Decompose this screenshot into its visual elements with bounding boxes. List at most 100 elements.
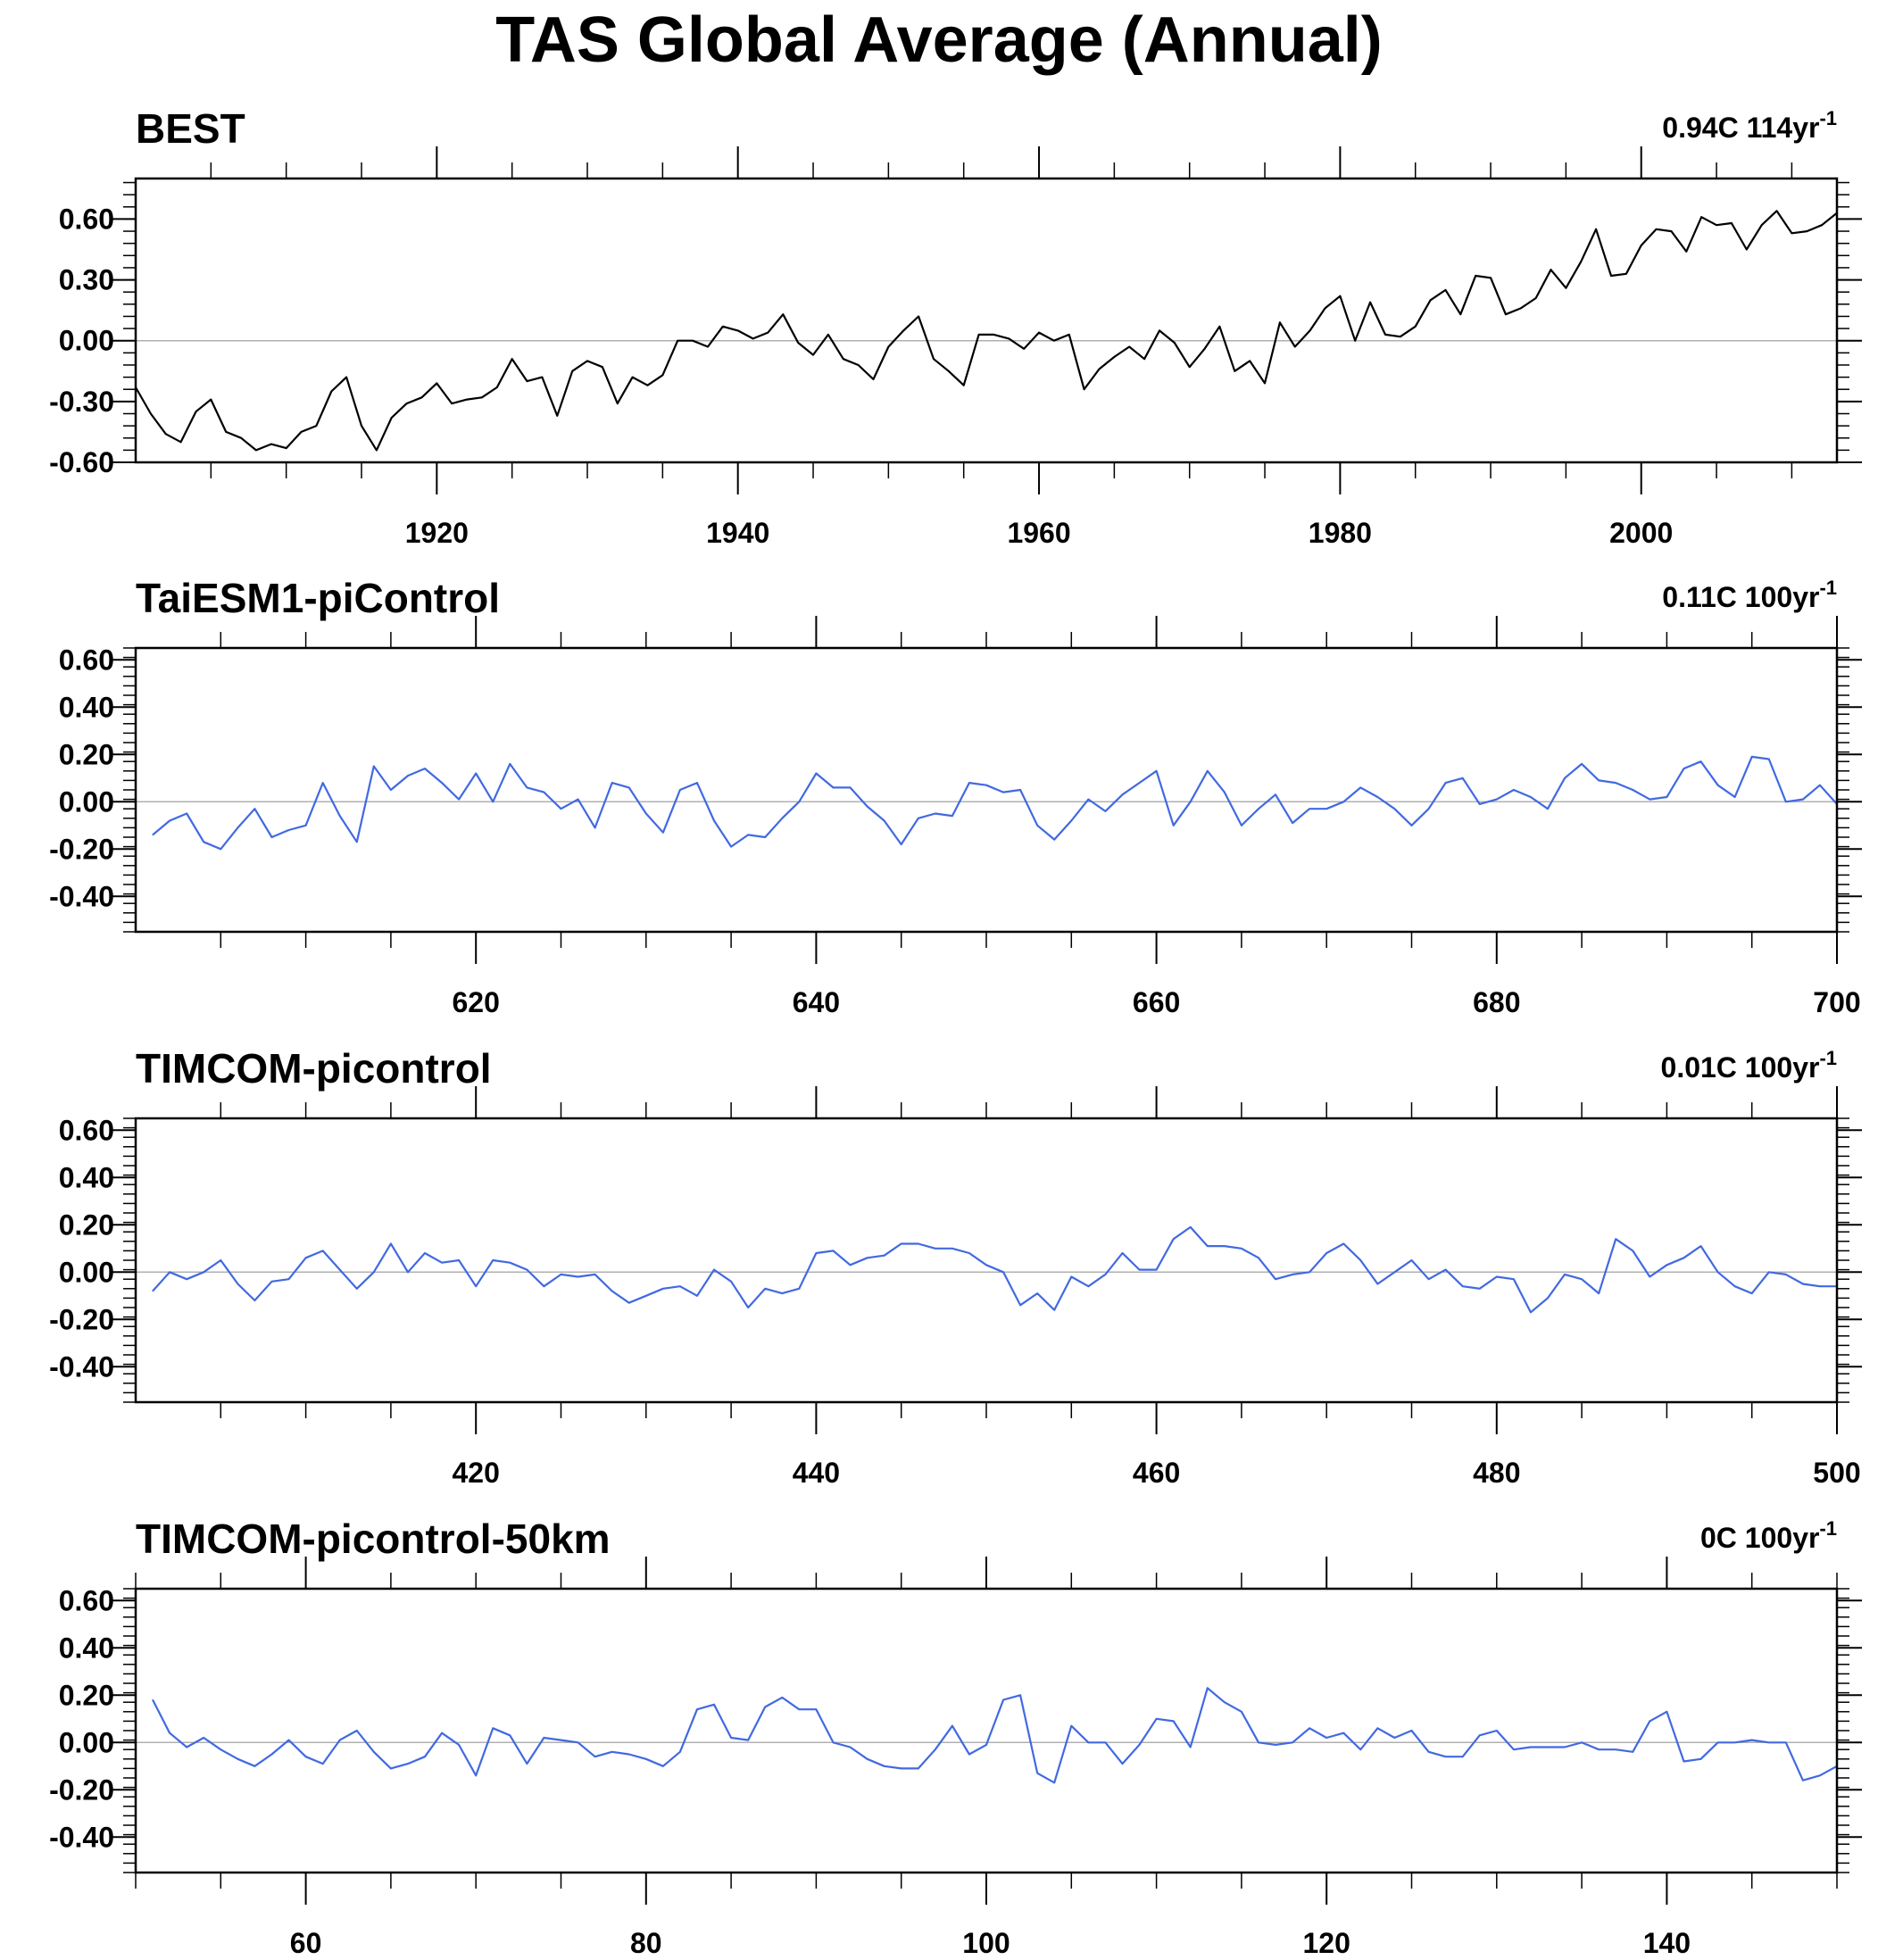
x-tick-label: 1940 [706, 517, 769, 549]
data-point [407, 1271, 409, 1273]
data-point [628, 1753, 630, 1756]
data-point [373, 1271, 375, 1273]
x-tick-label: 480 [1473, 1457, 1520, 1489]
data-point [1128, 345, 1130, 348]
data-point [798, 1288, 800, 1290]
x-tick-label: 660 [1133, 986, 1180, 1018]
data-point [1513, 1278, 1515, 1280]
data-point [951, 1725, 953, 1727]
data-point [424, 768, 426, 769]
data-point [475, 1774, 477, 1776]
data-point [872, 378, 875, 380]
data-point [662, 1765, 664, 1767]
data-point [1547, 1297, 1549, 1299]
data-point [1190, 1746, 1192, 1748]
data-point [1087, 1285, 1089, 1287]
y-tick-label: 0.60 [59, 1114, 114, 1146]
data-point [300, 431, 303, 433]
data-point [1359, 1748, 1361, 1750]
data-point [165, 433, 167, 435]
data-point [798, 1708, 800, 1710]
data-point [1462, 1285, 1464, 1287]
x-tick-label: 460 [1133, 1457, 1180, 1489]
data-point [827, 334, 829, 336]
data-point [436, 382, 437, 385]
x-tick-label: 1960 [1007, 517, 1070, 549]
data-point [1156, 770, 1158, 772]
data-point [1427, 1751, 1430, 1753]
data-point [1768, 1741, 1770, 1743]
panel-4: TIMCOM-picontrol-50km 0C 100yr-1 -0.40 -0.2… [49, 1516, 1862, 1959]
data-point [1610, 275, 1612, 277]
y-tick-label: 0.60 [59, 203, 114, 235]
data-point [1410, 1730, 1413, 1732]
data-point [1649, 799, 1650, 801]
data-point [662, 832, 664, 834]
data-point [1224, 792, 1226, 793]
data-point [1415, 326, 1417, 328]
data-point [1019, 1304, 1021, 1306]
data-point [645, 812, 647, 815]
data-point [1309, 1727, 1310, 1729]
data-point [1802, 799, 1804, 801]
data-point [441, 782, 443, 784]
data-point [287, 1278, 290, 1280]
x-tick-label: 100 [962, 1927, 1010, 1959]
data-point [1138, 782, 1141, 784]
data-point [1649, 1720, 1650, 1722]
x-tick-label: 1980 [1309, 517, 1372, 549]
data-point [730, 1281, 732, 1283]
data-point [696, 1295, 698, 1297]
data-point [1121, 1252, 1124, 1254]
data-point [1002, 792, 1004, 793]
x-tick-label: 140 [1643, 1927, 1691, 1959]
y-tick-label: 0.60 [59, 644, 114, 676]
data-point [679, 1751, 681, 1753]
data-point [985, 1264, 987, 1266]
y-tick-label: -0.60 [49, 446, 114, 478]
data-point [1683, 768, 1685, 769]
data-point [458, 1259, 460, 1261]
data-point [1427, 1278, 1430, 1280]
data-point [253, 1765, 256, 1767]
data-point [1325, 1252, 1327, 1254]
data-point [948, 370, 950, 372]
data-point [1309, 808, 1310, 810]
data-point [858, 364, 860, 366]
data-point [1224, 1701, 1226, 1703]
data-point [1410, 825, 1413, 826]
data-point [1761, 224, 1763, 226]
data-point [1207, 1687, 1209, 1689]
x-tick-label: 420 [453, 1457, 500, 1489]
data-point [1547, 1746, 1549, 1748]
data-point [901, 1767, 902, 1769]
data-point [150, 412, 152, 415]
data-point [730, 846, 732, 848]
data-point [322, 782, 324, 784]
data-point [356, 1288, 358, 1290]
data-point [1649, 1275, 1650, 1278]
data-point [1173, 1720, 1175, 1722]
data-point [220, 1259, 221, 1261]
data-point [1505, 313, 1507, 315]
data-point [270, 1753, 273, 1756]
data-point [1173, 1238, 1175, 1240]
data-point [1203, 348, 1206, 350]
data-point [1121, 793, 1124, 795]
data-point [1070, 1725, 1072, 1727]
data-point [390, 1242, 392, 1245]
data-point [993, 334, 995, 336]
y-tick-label: -0.30 [49, 386, 114, 418]
data-point [1785, 801, 1787, 802]
data-point [1746, 248, 1748, 251]
panel-1: BEST 0.94C 114yr-1 -0.60 -0.30 0.00 0.30 0.60 1… [49, 105, 1862, 549]
data-point [492, 801, 494, 802]
data-point [977, 334, 980, 336]
data-point [713, 819, 715, 822]
y-tick-label: 0.60 [59, 1584, 114, 1616]
data-point [1821, 224, 1823, 226]
data-point [270, 1281, 273, 1283]
data-point [1496, 1275, 1498, 1278]
data-point [1258, 1741, 1259, 1743]
data-point [646, 385, 649, 386]
